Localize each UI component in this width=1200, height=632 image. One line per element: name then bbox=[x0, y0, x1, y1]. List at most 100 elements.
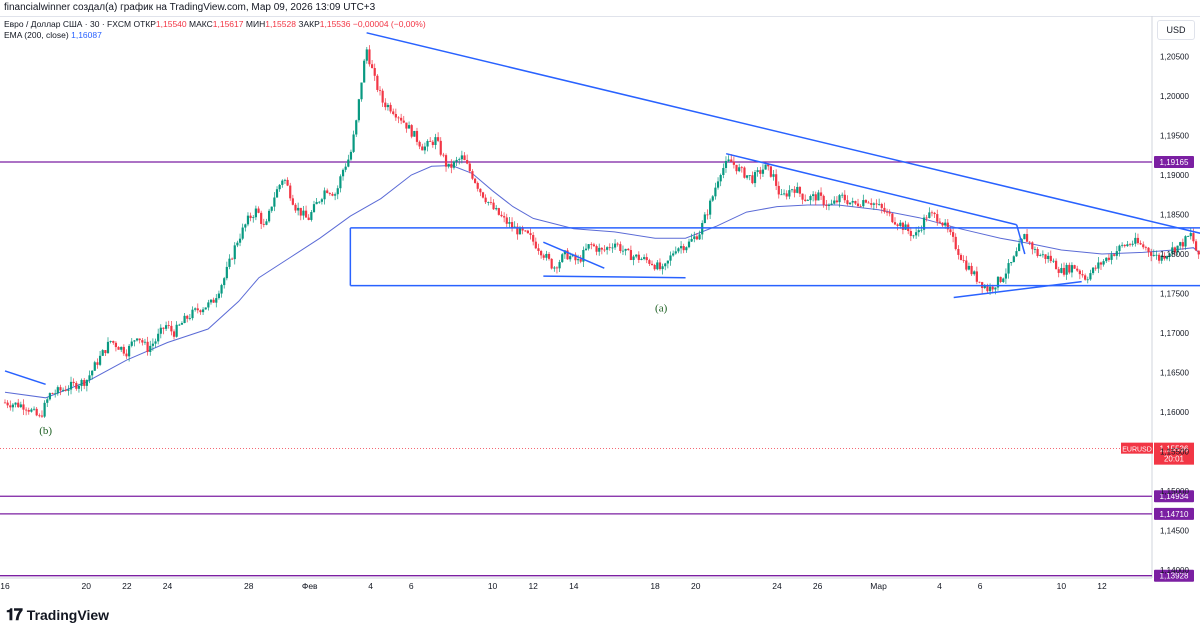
candle-body bbox=[238, 238, 242, 243]
candle-body bbox=[553, 267, 556, 269]
candle-body bbox=[170, 325, 173, 332]
candle-body bbox=[1007, 263, 1010, 274]
candle-body bbox=[827, 204, 831, 206]
candle-body bbox=[233, 245, 236, 260]
candle-body bbox=[236, 242, 239, 246]
candle-body bbox=[983, 286, 986, 289]
candle-body bbox=[487, 201, 490, 203]
time-axis[interactable]: 16 20 22 24 28 Фев 4 6 10 12 14 18 20 24 26 Мар 4 6 10 12 bbox=[0, 581, 1107, 591]
price-tick-label: 1,20000 bbox=[1160, 92, 1189, 101]
brand-name: TradingView bbox=[26, 607, 110, 623]
candle-body bbox=[11, 404, 15, 408]
currency-button[interactable]: USD bbox=[1157, 20, 1195, 40]
symbol-line[interactable]: Евро / Доллар США · 30 · FXCM bbox=[4, 19, 132, 29]
candle-body bbox=[946, 222, 949, 230]
candle-body bbox=[217, 293, 221, 299]
candle-body bbox=[1091, 267, 1095, 274]
candle-body bbox=[122, 346, 125, 354]
candle-body bbox=[1033, 249, 1037, 250]
candle-body bbox=[1089, 273, 1092, 280]
tradingview-logo[interactable]: 𝟏𝟕 TradingView bbox=[6, 605, 109, 625]
candle-body bbox=[1160, 255, 1163, 261]
candle-body bbox=[1192, 233, 1195, 242]
candle-body bbox=[922, 217, 926, 230]
candle-body bbox=[1173, 247, 1177, 253]
candle-body bbox=[938, 221, 941, 223]
candle-body bbox=[48, 393, 51, 400]
candle-body bbox=[125, 353, 128, 357]
candle-body bbox=[616, 243, 619, 245]
candle-body bbox=[1121, 244, 1124, 246]
candle-body bbox=[986, 286, 989, 292]
candle-body bbox=[909, 230, 912, 236]
candle-body bbox=[397, 117, 400, 119]
candle-body bbox=[917, 230, 920, 233]
candle-body bbox=[994, 287, 997, 290]
candle-body bbox=[819, 192, 823, 196]
candle-body bbox=[212, 299, 215, 303]
price-tick-label: 1,18500 bbox=[1160, 211, 1189, 220]
candle-body bbox=[711, 196, 714, 201]
candle-body bbox=[833, 200, 836, 204]
candle-body bbox=[996, 276, 1000, 288]
candle-body bbox=[260, 212, 263, 224]
price-tick-label: 1,19500 bbox=[1160, 132, 1189, 141]
price-tick-label: 1,19000 bbox=[1160, 171, 1189, 180]
ema-row[interactable]: EMA (200, close) 1,16087 bbox=[4, 30, 426, 41]
candle-body bbox=[80, 379, 83, 386]
horizontal-level-tag bbox=[1154, 569, 1194, 582]
candle-body bbox=[687, 241, 691, 248]
triangle-b-lower bbox=[953, 280, 1082, 299]
candle-body bbox=[658, 262, 662, 270]
price-chart[interactable]: 1,19165 1,14934 1,14710 1,13928 EURUSD 1,1553… bbox=[0, 0, 1200, 600]
candle-body bbox=[624, 248, 627, 251]
candle-body bbox=[1049, 255, 1052, 262]
candle-body bbox=[569, 256, 572, 260]
candle-body bbox=[302, 210, 305, 216]
candle-body bbox=[252, 217, 255, 219]
candle-body bbox=[936, 214, 939, 222]
ema-value: 1,16087 bbox=[71, 30, 102, 40]
price-axis[interactable]: 1,20500 1,20000 1,19500 1,19000 1,18500 1,180… bbox=[1160, 53, 1189, 576]
candle-body bbox=[1015, 251, 1018, 257]
candle-body bbox=[241, 227, 244, 239]
candle-body bbox=[415, 130, 419, 142]
candle-body bbox=[246, 215, 250, 225]
candle-body bbox=[267, 210, 271, 222]
candle-body bbox=[128, 345, 131, 357]
candle-body bbox=[719, 175, 722, 182]
candle-body bbox=[537, 248, 540, 251]
candle-body bbox=[973, 271, 976, 275]
candle-body bbox=[188, 318, 191, 319]
candle-body bbox=[1078, 270, 1081, 275]
candle-body bbox=[249, 215, 252, 219]
candle-body bbox=[468, 163, 471, 172]
candle-body bbox=[915, 232, 918, 236]
ema-label: EMA (200, close) bbox=[4, 30, 69, 40]
candle-body bbox=[207, 302, 210, 308]
candle-body bbox=[297, 207, 300, 211]
candle-body bbox=[59, 387, 62, 391]
candle-body bbox=[1197, 250, 1200, 255]
candle-body bbox=[679, 246, 683, 249]
candle-body bbox=[920, 229, 923, 231]
time-tick-label: 20 bbox=[82, 581, 92, 591]
candle-body bbox=[912, 235, 915, 237]
candle-body bbox=[1107, 257, 1111, 260]
candle-body bbox=[1128, 244, 1132, 246]
time-tick-label: 6 bbox=[409, 581, 414, 591]
horizontal-level-label: 1,14710 bbox=[1160, 510, 1189, 519]
candle-body bbox=[817, 192, 820, 201]
candle-body bbox=[1073, 265, 1076, 269]
candle-body bbox=[611, 247, 614, 249]
high-value: 1,15617 bbox=[212, 19, 244, 29]
candle-body bbox=[1110, 254, 1113, 260]
high-label: МАКС bbox=[189, 19, 213, 29]
candle-body bbox=[598, 247, 601, 252]
time-tick-label: 6 bbox=[978, 581, 983, 591]
candle-body bbox=[1181, 242, 1184, 247]
candle-body bbox=[959, 254, 963, 261]
candle-body bbox=[339, 176, 342, 189]
candle-body bbox=[1097, 262, 1100, 269]
candle-body bbox=[1139, 243, 1142, 245]
